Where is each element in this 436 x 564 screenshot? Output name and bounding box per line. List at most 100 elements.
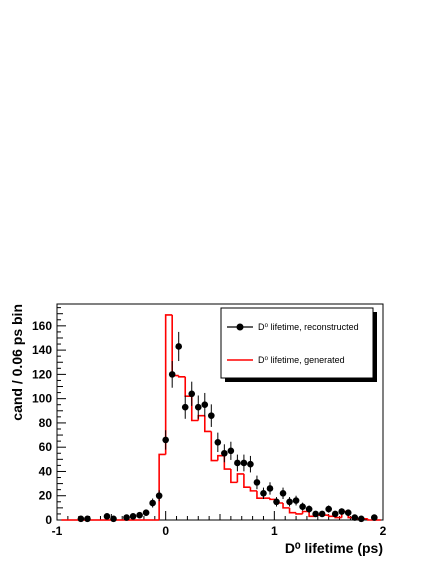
point-marker xyxy=(201,401,209,409)
data-point xyxy=(260,487,267,500)
data-point xyxy=(181,395,189,419)
point-marker xyxy=(142,509,150,517)
point-marker xyxy=(292,497,300,504)
legend-marker-reconstructed xyxy=(236,323,244,331)
point-marker xyxy=(110,515,117,523)
point-marker xyxy=(279,490,287,497)
point-marker xyxy=(299,503,306,510)
point-marker xyxy=(208,412,215,419)
data-point xyxy=(338,508,346,515)
data-point xyxy=(188,381,196,406)
point-marker xyxy=(305,505,313,513)
point-marker xyxy=(103,513,111,520)
histogram-bin xyxy=(295,512,303,515)
point-marker xyxy=(312,510,319,518)
data-point xyxy=(110,515,117,523)
data-point xyxy=(253,475,261,490)
data-point xyxy=(266,482,274,495)
y-tick-label: 100 xyxy=(32,392,52,406)
histogram-bin xyxy=(210,431,218,462)
point-marker xyxy=(84,515,91,523)
y-tick-label: 120 xyxy=(32,367,52,381)
data-point xyxy=(208,404,215,427)
point-marker xyxy=(123,514,130,521)
legend-label-generated: D⁰ lifetime, generated xyxy=(258,355,345,365)
y-axis-title: cand / 0.06 ps bin xyxy=(9,304,25,421)
point-marker xyxy=(136,511,143,519)
y-tick-label: 60 xyxy=(39,440,53,454)
data-point xyxy=(214,432,222,453)
data-point xyxy=(123,514,130,521)
y-tick-label: 20 xyxy=(39,489,53,503)
data-point xyxy=(357,515,365,523)
point-marker xyxy=(253,479,261,486)
data-point xyxy=(344,509,352,517)
y-axis-ticks: 0 20 40 60 80 100 120 140 160 xyxy=(32,307,66,527)
data-point xyxy=(77,515,85,523)
histogram-bin xyxy=(249,487,257,492)
point-marker xyxy=(344,509,352,517)
data-point xyxy=(84,515,91,523)
data-point xyxy=(175,331,183,362)
point-marker xyxy=(194,403,202,411)
data-point xyxy=(136,511,143,519)
point-marker xyxy=(149,499,156,507)
point-marker xyxy=(227,447,235,455)
data-point xyxy=(234,454,241,472)
data-point xyxy=(305,505,313,513)
data-point xyxy=(201,392,209,417)
point-marker xyxy=(357,515,365,523)
data-point xyxy=(227,441,235,460)
data-point xyxy=(325,505,332,513)
point-marker xyxy=(351,514,359,521)
y-tick-label: 160 xyxy=(32,319,52,333)
point-marker xyxy=(77,515,85,523)
histogram-bin xyxy=(256,490,264,499)
data-point xyxy=(240,454,248,472)
histogram-bin xyxy=(282,503,290,509)
histogram-bin xyxy=(243,473,251,489)
y-tick-label: 0 xyxy=(45,513,52,527)
point-marker xyxy=(338,508,346,515)
data-point xyxy=(194,395,202,419)
point-marker xyxy=(247,460,254,468)
point-marker xyxy=(325,505,332,513)
x-axis-title: D⁰ lifetime (ps) xyxy=(285,540,383,556)
point-marker xyxy=(240,459,248,467)
data-point xyxy=(155,490,163,502)
x-tick-label: 1 xyxy=(271,524,278,538)
point-marker xyxy=(162,436,169,444)
data-point xyxy=(331,510,339,518)
point-marker xyxy=(175,343,183,350)
point-marker xyxy=(273,498,280,506)
histogram-bin xyxy=(203,415,212,433)
point-marker xyxy=(155,492,163,500)
data-point xyxy=(129,513,137,520)
data-point xyxy=(149,498,156,508)
point-marker xyxy=(221,449,228,457)
data-point xyxy=(286,497,293,507)
point-marker xyxy=(168,371,176,378)
legend-label-reconstructed: D⁰ lifetime, reconstructed xyxy=(258,322,359,332)
point-marker xyxy=(188,390,196,398)
y-tick-label: 40 xyxy=(39,464,53,478)
data-point xyxy=(221,444,228,463)
data-point xyxy=(142,509,150,517)
point-marker xyxy=(181,403,189,411)
reconstructed-points xyxy=(77,331,378,523)
point-marker xyxy=(129,513,137,520)
data-point xyxy=(103,513,111,520)
data-point xyxy=(168,361,176,388)
data-point xyxy=(162,430,169,450)
histogram-bin xyxy=(177,375,186,378)
point-marker xyxy=(286,498,293,506)
y-tick-label: 140 xyxy=(32,343,52,357)
legend: D⁰ lifetime, reconstructed D⁰ lifetime, … xyxy=(220,307,377,382)
point-marker xyxy=(214,439,222,446)
data-point xyxy=(351,514,359,521)
data-point xyxy=(247,455,254,473)
histogram-bin xyxy=(164,314,173,455)
point-marker xyxy=(318,510,326,518)
x-tick-label: 2 xyxy=(380,524,387,538)
histogram-bin xyxy=(288,507,297,514)
